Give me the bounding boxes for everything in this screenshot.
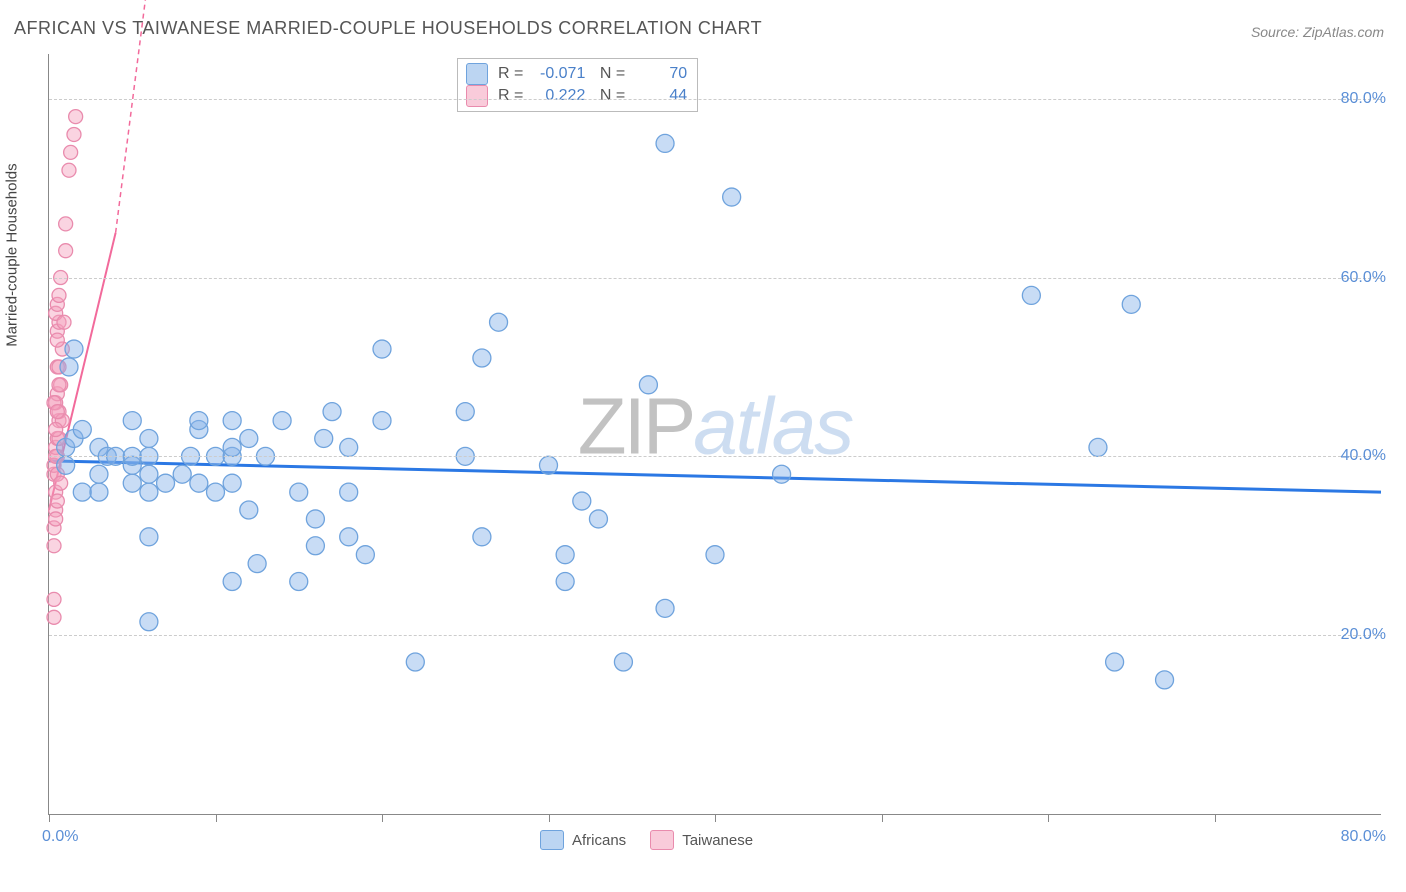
source-label: Source: [1251,24,1303,40]
x-tick [882,814,883,822]
x-tick [382,814,383,822]
y-tick-label: 80.0% [1341,90,1386,108]
n-value-africans: 70 [635,63,687,85]
n-value-taiwanese: 44 [635,85,687,107]
swatch-pink-icon [466,85,488,107]
y-tick-label: 40.0% [1341,447,1386,465]
legend-item-taiwanese: Taiwanese [650,830,753,850]
chart-container: AFRICAN VS TAIWANESE MARRIED-COUPLE HOUS… [0,0,1406,892]
x-tick [1048,814,1049,822]
swatch-pink-icon [650,830,674,850]
x-tick [49,814,50,822]
y-tick-label: 20.0% [1341,626,1386,644]
swatch-blue-icon [466,63,488,85]
gridline [49,99,1381,100]
swatch-blue-icon [540,830,564,850]
x-min-label: 0.0% [42,828,78,846]
chart-title: AFRICAN VS TAIWANESE MARRIED-COUPLE HOUS… [14,18,762,39]
x-tick [1215,814,1216,822]
correlation-legend: R = -0.071 N = 70 R = 0.222 N = 44 [457,58,698,112]
r-value-taiwanese: 0.222 [533,85,585,107]
gridline [49,635,1381,636]
legend-label-africans: Africans [572,832,626,849]
x-tick [715,814,716,822]
x-tick [549,814,550,822]
r-value-africans: -0.071 [533,63,585,85]
gridline [49,278,1381,279]
gridline [49,456,1381,457]
legend-item-africans: Africans [540,830,626,850]
source-name: ZipAtlas.com [1303,24,1384,40]
legend-label-taiwanese: Taiwanese [682,832,753,849]
legend-row-africans: R = -0.071 N = 70 [466,63,687,85]
source-credit: Source: ZipAtlas.com [1251,24,1384,40]
y-axis-label: Married-couple Households [4,163,21,346]
x-tick [216,814,217,822]
x-max-label: 80.0% [1341,828,1386,846]
plot-area: ZIPatlas R = -0.071 N = 70 R = 0.222 N =… [48,54,1381,815]
y-tick-label: 60.0% [1341,269,1386,287]
legend-row-taiwanese: R = 0.222 N = 44 [466,85,687,107]
plot-svg [49,54,1381,814]
series-legend: Africans Taiwanese [540,830,753,850]
